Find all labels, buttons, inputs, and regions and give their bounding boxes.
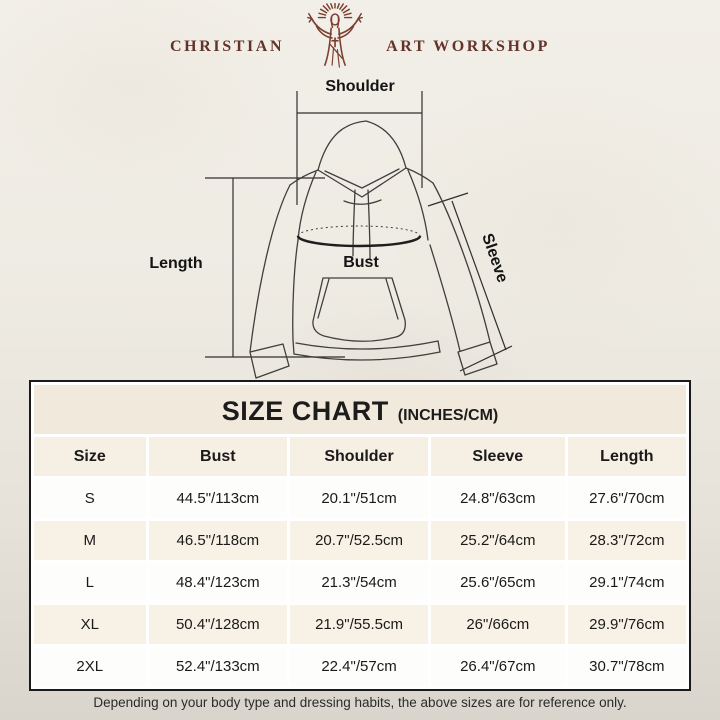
reference-disclaimer: Depending on your body type and dressing… (93, 695, 627, 710)
size-cell: XL (34, 605, 146, 644)
length-label: Length (149, 255, 202, 272)
size-chart-units: (INCHES/CM) (397, 407, 499, 424)
column-header-shoulder: Shoulder (290, 437, 428, 476)
jesus-logo-icon (296, 2, 374, 76)
length-cell: 27.6"/70cm (567, 479, 686, 518)
column-header-size: Size (34, 437, 146, 476)
sleeve-cell: 26.4"/67cm (430, 647, 565, 686)
shoulder-cell: 21.3"/54cm (290, 563, 428, 602)
bust-cell: 50.4"/128cm (148, 605, 288, 644)
size-cell: M (34, 521, 146, 560)
length-cell: 30.7"/78cm (567, 647, 686, 686)
sleeve-cell: 26"/66cm (430, 605, 565, 644)
shoulder-label: Shoulder (325, 78, 394, 95)
bust-cell: 52.4"/133cm (148, 647, 288, 686)
column-header-length: Length (567, 437, 686, 476)
brand-logo: CHRISTIAN (0, 2, 720, 72)
size-chart-table: SIZE CHART (INCHES/CM) Size Bust Shoulde… (29, 380, 691, 691)
sleeve-label: Sleeve (478, 231, 511, 285)
column-header-bust: Bust (148, 437, 288, 476)
shoulder-cell: 20.7"/52.5cm (290, 521, 428, 560)
sleeve-cell: 25.2"/64cm (430, 521, 565, 560)
column-header-sleeve: Sleeve (430, 437, 565, 476)
size-chart-title: SIZE CHART (INCHES/CM) (34, 385, 686, 434)
size-cell: S (34, 479, 146, 518)
brand-name-left: CHRISTIAN (170, 38, 285, 55)
sleeve-cell: 24.8"/63cm (430, 479, 565, 518)
shoulder-cell: 20.1"/51cm (290, 479, 428, 518)
length-cell: 29.1"/74cm (567, 563, 686, 602)
bust-cell: 44.5"/113cm (148, 479, 288, 518)
size-cell: 2XL (34, 647, 146, 686)
shoulder-cell: 21.9"/55.5cm (290, 605, 428, 644)
length-cell: 28.3"/72cm (567, 521, 686, 560)
size-cell: L (34, 563, 146, 602)
bust-cell: 46.5"/118cm (148, 521, 288, 560)
length-cell: 29.9"/76cm (567, 605, 686, 644)
hoodie-measurement-diagram: Shoulder Length Bust Sleeve (0, 75, 720, 381)
brand-name-right: ART WORKSHOP (386, 38, 550, 55)
bust-label: Bust (343, 254, 379, 271)
sleeve-cell: 25.6"/65cm (430, 563, 565, 602)
hoodie-line-art (249, 120, 498, 379)
shoulder-cell: 22.4"/57cm (290, 647, 428, 686)
bust-cell: 48.4"/123cm (148, 563, 288, 602)
size-chart-title-text: SIZE CHART (221, 396, 389, 426)
